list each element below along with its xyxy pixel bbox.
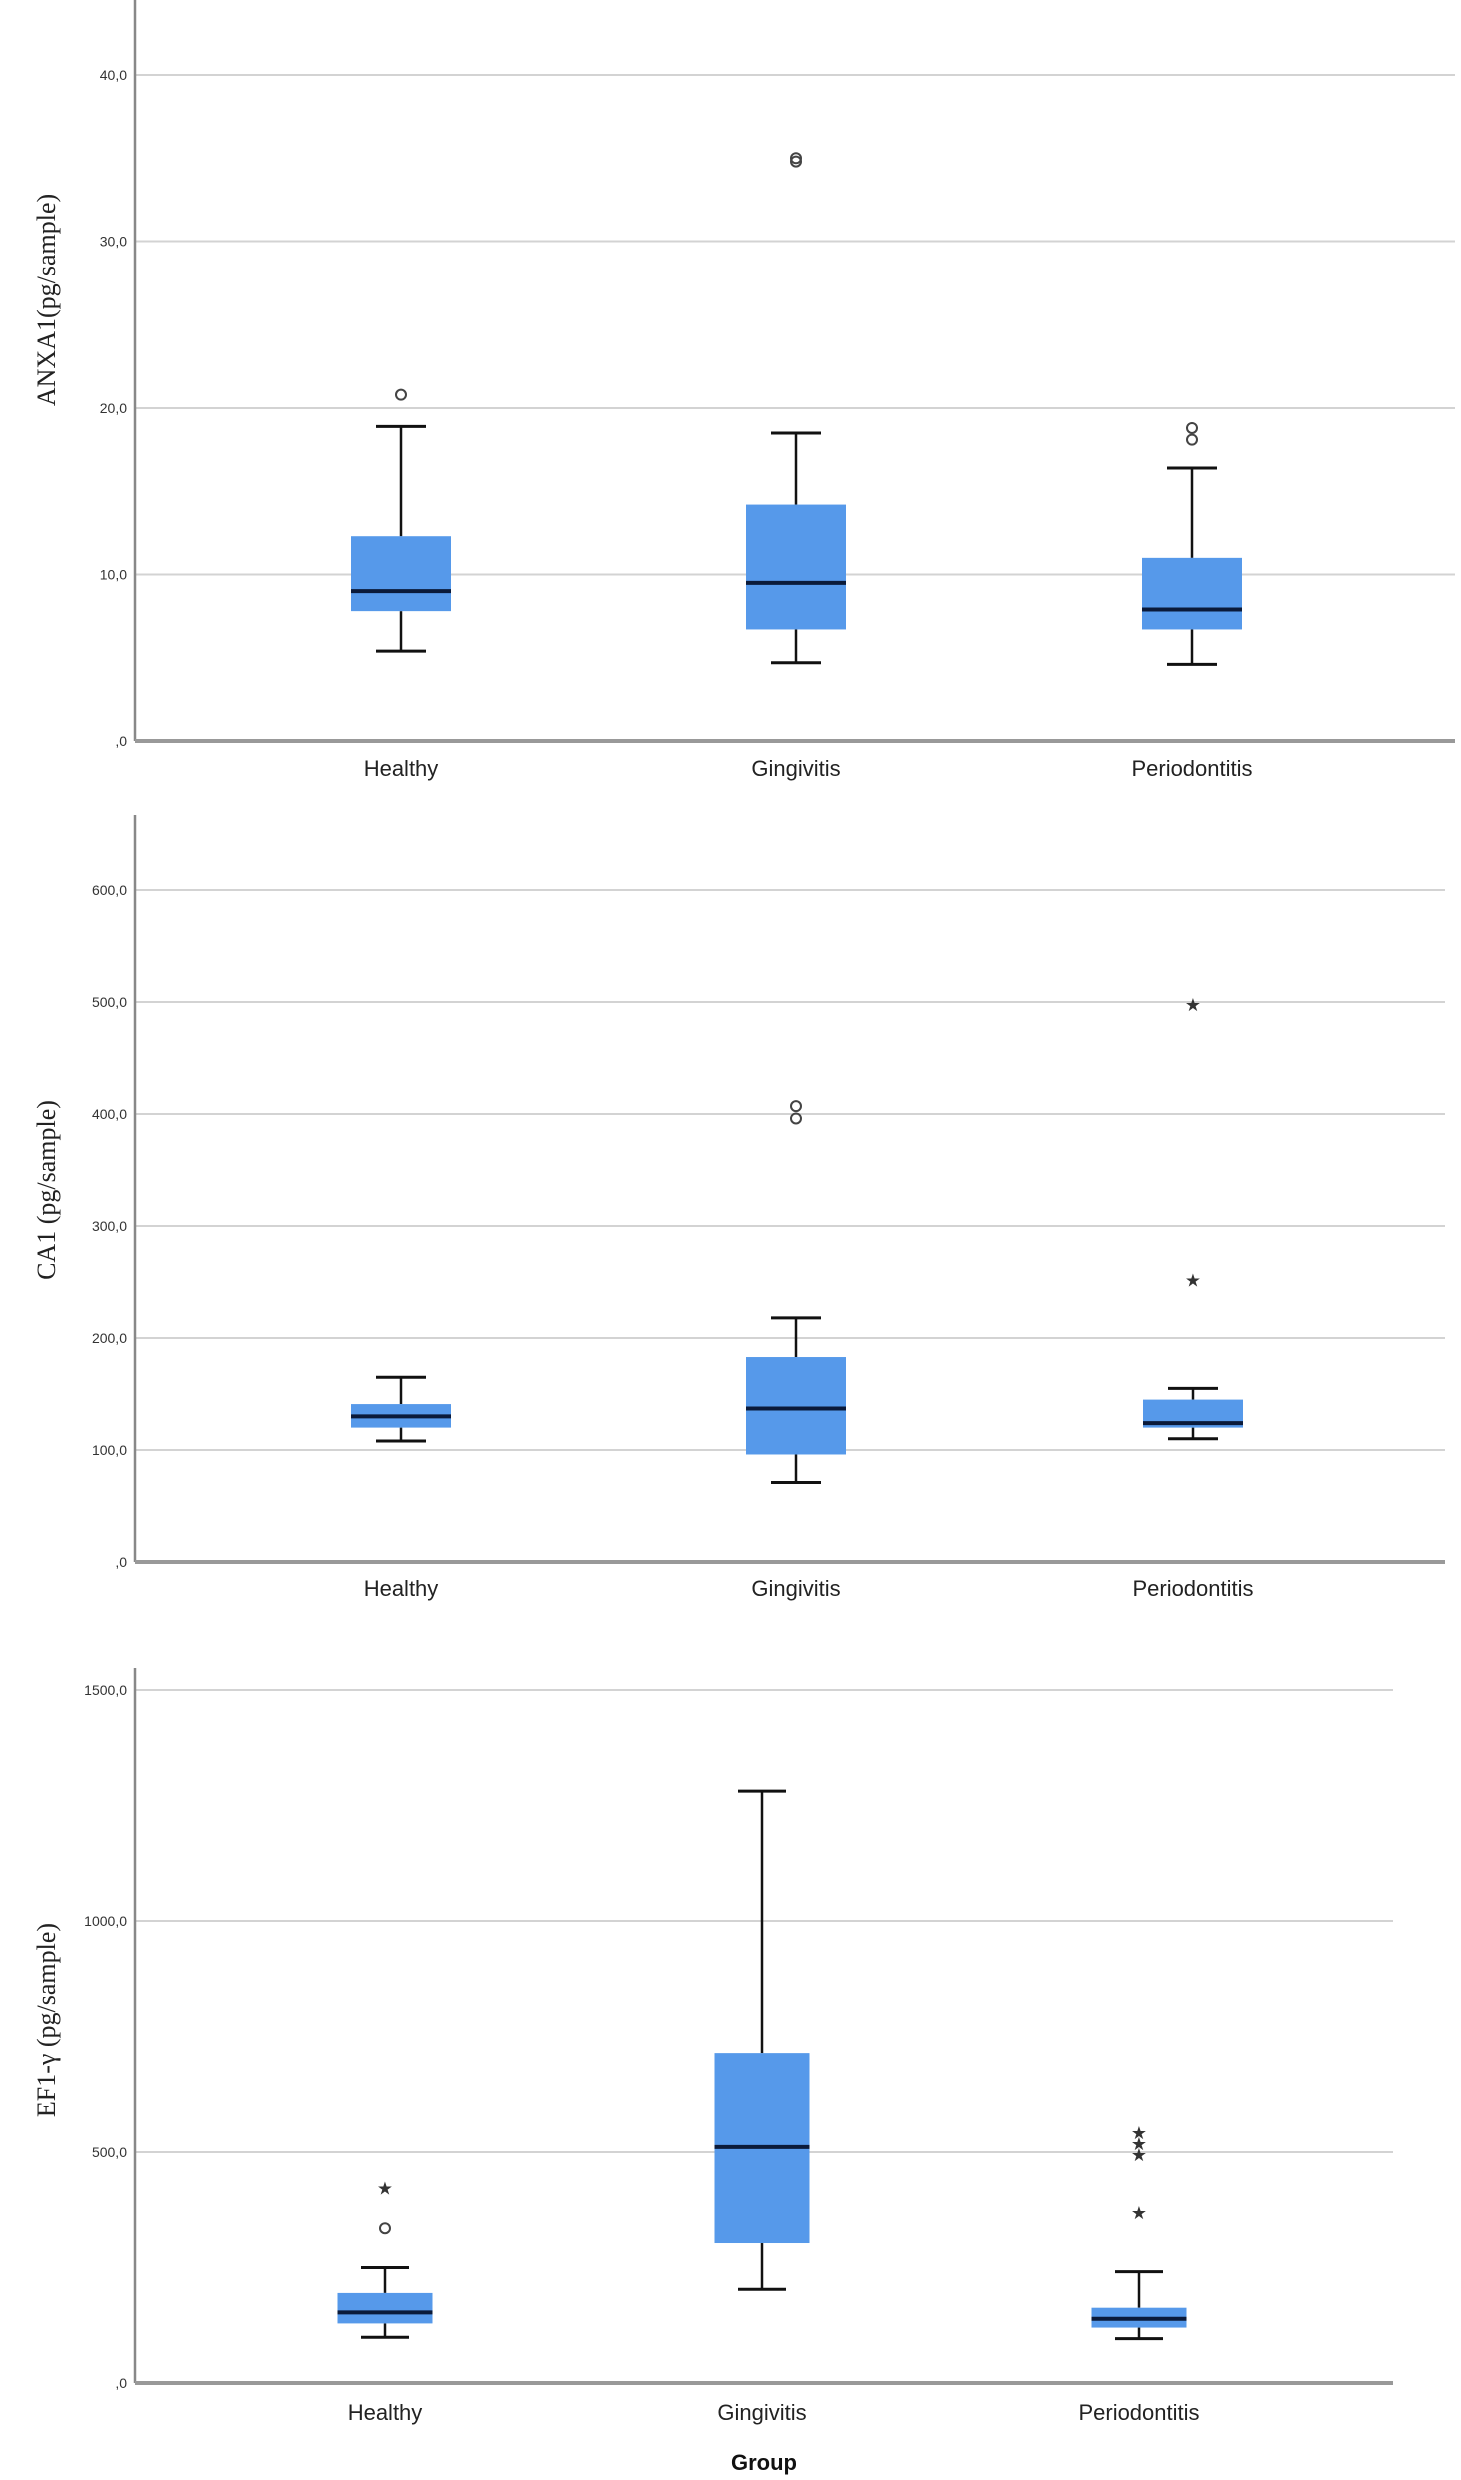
y-tick-label: 500,0 <box>92 2144 127 2160</box>
extreme-point: ★ <box>1131 2145 1147 2166</box>
x-category-label: Healthy <box>348 2400 423 2425</box>
x-category-label: Healthy <box>364 756 439 781</box>
outlier-point <box>790 1112 802 1125</box>
y-tick-label: 400,0 <box>92 1106 127 1122</box>
extreme-point: ★ <box>377 2178 393 2199</box>
x-category-label: Gingivitis <box>751 756 840 781</box>
extreme-point: ★ <box>1131 2134 1147 2155</box>
iqr-box <box>1142 557 1242 630</box>
y-tick-label: 30,0 <box>100 234 127 250</box>
y-tick-label: 10,0 <box>100 567 127 583</box>
y-tick-label: 200,0 <box>92 1330 127 1346</box>
iqr-box <box>746 1357 846 1455</box>
y-tick-label: 300,0 <box>92 1218 127 1234</box>
y-tick-label: ,0 <box>115 1554 127 1570</box>
y-axis-title: ANXA1(pg/sample) <box>32 194 61 406</box>
y-axis-title: CA1 (pg/sample) <box>32 1100 61 1280</box>
y-tick-label: ,0 <box>115 2375 127 2391</box>
outlier-point <box>395 388 407 401</box>
ca1-boxplot-panel: ,0 100,0 200,0 300,0 400,0 500,0 600,0 CA1 (pg/… <box>32 815 1445 1601</box>
y-tick-label: 1000,0 <box>84 1913 127 1929</box>
y-tick-label: 600,0 <box>92 882 127 898</box>
y-tick-label: 20,0 <box>100 400 127 416</box>
x-category-label: Gingivitis <box>717 2400 806 2425</box>
iqr-box <box>746 504 846 630</box>
x-category-label: Periodontitis <box>1132 1576 1253 1601</box>
x-category-label: Healthy <box>364 1576 439 1601</box>
outlier-point <box>1186 433 1198 446</box>
extreme-point: ★ <box>1131 2123 1147 2144</box>
y-tick-label: 40,0 <box>100 67 127 83</box>
anxa1-boxplot-panel: ,0 10,0 20,0 30,0 40,0 ANXA1(pg/sample) Health… <box>32 0 1455 781</box>
outlier-point <box>790 152 802 165</box>
outlier-point <box>379 2222 391 2235</box>
x-category-label: Gingivitis <box>751 1576 840 1601</box>
y-tick-label: 100,0 <box>92 1442 127 1458</box>
extreme-point: ★ <box>1185 995 1201 1016</box>
extreme-point: ★ <box>1185 1271 1201 1292</box>
x-category-label: Periodontitis <box>1131 756 1252 781</box>
ef1-gamma-boxplot-panel: ,0 500,0 1000,0 1500,0 EF1-γ (pg/sample) Heal… <box>32 1668 1393 2425</box>
iqr-box <box>337 2292 433 2324</box>
y-tick-label: 1500,0 <box>84 1682 127 1698</box>
y-tick-label: ,0 <box>115 733 127 749</box>
y-tick-label: 500,0 <box>92 994 127 1010</box>
x-axis-title: Group <box>731 2450 797 2475</box>
outlier-point <box>790 1100 802 1113</box>
y-axis-title: EF1-γ (pg/sample) <box>32 1923 61 2117</box>
extreme-point: ★ <box>1131 2203 1147 2224</box>
iqr-box <box>351 536 451 612</box>
outlier-point <box>790 155 802 168</box>
x-category-label: Periodontitis <box>1078 2400 1199 2425</box>
outlier-point <box>1186 421 1198 434</box>
